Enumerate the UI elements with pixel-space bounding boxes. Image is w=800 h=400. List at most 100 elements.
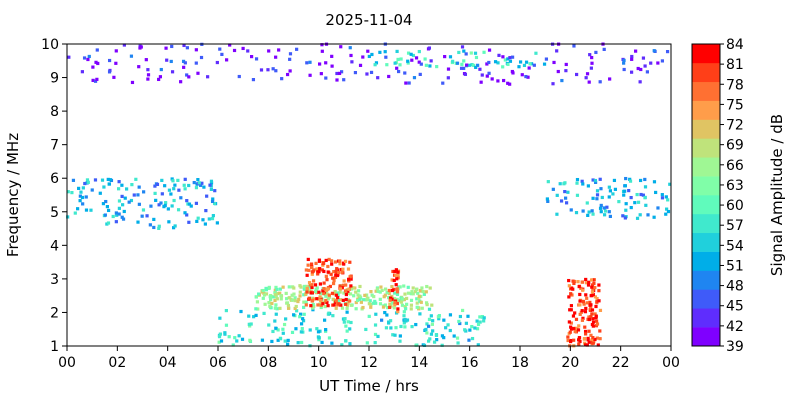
heatmap-point xyxy=(336,293,340,297)
heatmap-point xyxy=(580,179,584,183)
heatmap-point xyxy=(307,268,311,272)
heatmap-point xyxy=(479,80,483,84)
heatmap-point xyxy=(105,204,110,209)
heatmap-point xyxy=(196,178,200,182)
heatmap-point xyxy=(80,70,84,74)
heatmap-point xyxy=(281,285,285,289)
heatmap-point xyxy=(262,311,266,316)
heatmap-point xyxy=(365,341,369,345)
heatmap-point xyxy=(346,291,350,295)
heatmap-point xyxy=(218,47,222,51)
x-tick-label: 08 xyxy=(259,355,277,371)
heatmap-point xyxy=(292,313,296,317)
heatmap-point xyxy=(249,322,253,326)
heatmap-point xyxy=(602,47,606,51)
heatmap-point xyxy=(520,73,524,77)
heatmap-point xyxy=(114,49,118,53)
heatmap-point xyxy=(264,292,269,296)
heatmap-point xyxy=(310,265,314,269)
heatmap-point xyxy=(220,52,224,57)
heatmap-point xyxy=(364,327,368,332)
heatmap-point xyxy=(358,297,362,301)
heatmap-point xyxy=(254,57,259,61)
heatmap-point xyxy=(342,320,346,324)
heatmap-point xyxy=(556,69,560,74)
heatmap-point xyxy=(322,269,326,274)
heatmap-point xyxy=(502,78,506,83)
heatmap-point xyxy=(588,303,592,307)
y-tick-label: 2 xyxy=(50,305,59,321)
heatmap-point xyxy=(117,212,121,216)
heatmap-point xyxy=(203,222,207,226)
heatmap-point xyxy=(350,60,354,64)
heatmap-point xyxy=(308,328,312,332)
colorbar-segment xyxy=(692,195,720,215)
heatmap-point xyxy=(96,61,100,66)
heatmap-point xyxy=(108,178,112,182)
heatmap-point xyxy=(200,181,204,185)
heatmap-point xyxy=(327,336,332,340)
heatmap-point xyxy=(376,334,380,339)
heatmap-point xyxy=(593,337,597,342)
heatmap-point xyxy=(320,340,324,345)
heatmap-point xyxy=(387,288,391,293)
heatmap-point xyxy=(395,49,399,54)
heatmap-point xyxy=(261,296,265,300)
heatmap-point xyxy=(358,294,362,298)
heatmap-point xyxy=(290,298,295,302)
heatmap-point xyxy=(286,338,290,343)
heatmap-point xyxy=(298,294,302,298)
heatmap-point xyxy=(340,70,344,74)
heatmap-point xyxy=(478,315,482,319)
heatmap-point xyxy=(317,258,322,262)
heatmap-point xyxy=(351,286,355,290)
heatmap-point xyxy=(585,201,589,205)
heatmap-point xyxy=(424,290,428,294)
heatmap-point xyxy=(111,214,115,219)
heatmap-point xyxy=(394,326,398,330)
heatmap-point xyxy=(424,63,428,67)
heatmap-point xyxy=(274,326,278,330)
heatmap-point xyxy=(274,295,278,299)
heatmap-point xyxy=(652,215,656,219)
heatmap-point xyxy=(248,324,252,328)
heatmap-point xyxy=(467,338,471,342)
heatmap-point xyxy=(598,80,602,84)
x-axis: 00 02 04 06 08 10 12 14 16 18 20 22 00 xyxy=(58,346,680,371)
heatmap-point xyxy=(633,201,637,205)
heatmap-point xyxy=(114,211,118,215)
heatmap-point xyxy=(403,325,407,329)
heatmap-point xyxy=(368,299,372,303)
heatmap-point xyxy=(462,66,466,70)
heatmap-point xyxy=(582,336,587,341)
heatmap-point xyxy=(345,310,349,314)
heatmap-point xyxy=(591,178,595,182)
heatmap-point xyxy=(282,322,287,327)
heatmap-point xyxy=(270,339,274,344)
heatmap-point xyxy=(73,211,77,215)
heatmap-point xyxy=(333,275,338,280)
heatmap-point xyxy=(322,286,326,291)
heatmap-point xyxy=(124,187,129,191)
colorbar-segment xyxy=(692,81,720,101)
heatmap-point xyxy=(346,267,351,271)
heatmap-point xyxy=(394,268,398,272)
heatmap-point xyxy=(375,287,380,291)
heatmap-point xyxy=(132,193,136,197)
heatmap-point xyxy=(130,183,134,187)
colorbar-tick-label: 81 xyxy=(726,57,744,73)
heatmap-point xyxy=(623,189,627,193)
heatmap-point xyxy=(323,300,327,304)
heatmap-point xyxy=(591,341,595,345)
heatmap-point xyxy=(409,298,414,302)
y-tick-label: 1 xyxy=(50,339,59,355)
heatmap-point xyxy=(628,179,633,183)
heatmap-point xyxy=(578,303,582,307)
heatmap-point xyxy=(485,62,489,66)
heatmap-point xyxy=(475,319,479,323)
heatmap-point xyxy=(395,301,399,306)
heatmap-point xyxy=(341,298,345,302)
heatmap-point xyxy=(665,207,669,211)
heatmap-point xyxy=(332,303,336,307)
heatmap-point xyxy=(288,69,292,73)
